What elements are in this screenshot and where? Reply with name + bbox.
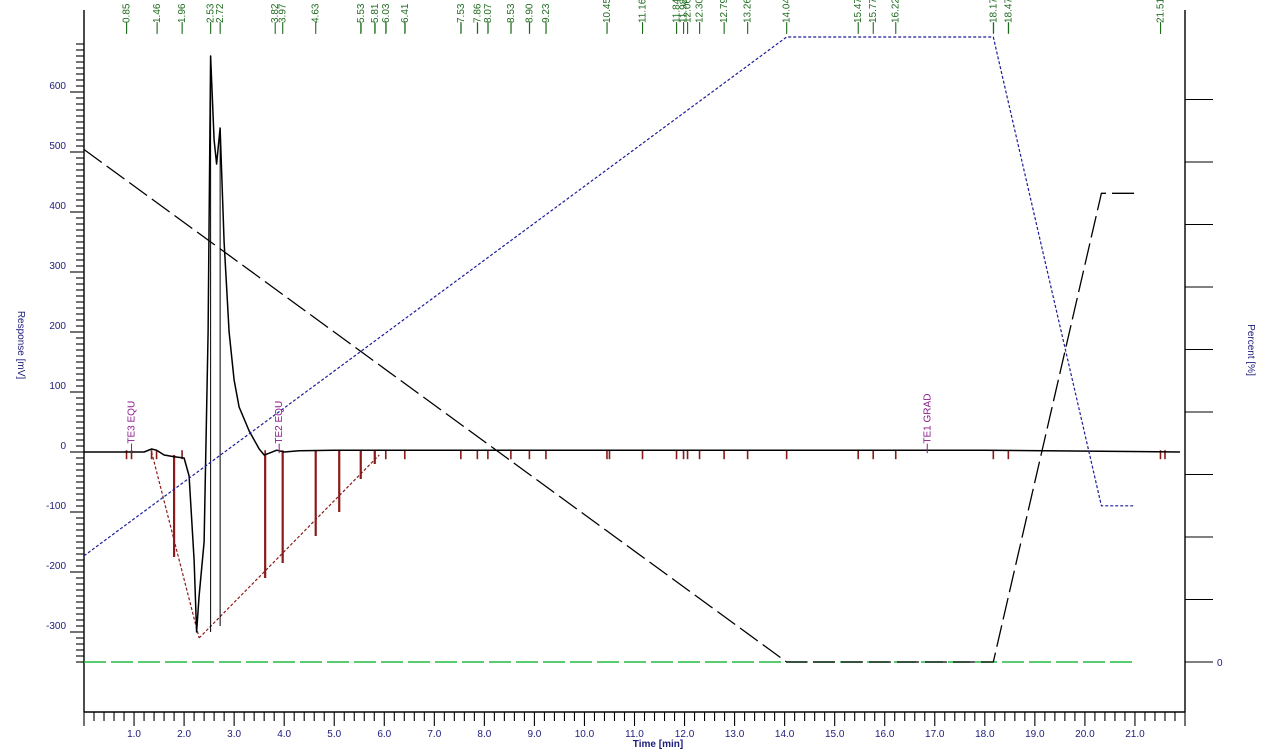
peak-label: —7.86 [472,3,483,33]
x-axis-label: Time [min] [633,739,683,750]
peak-label: —11.84 [672,0,683,33]
peak-label: —3.97 [278,3,289,33]
x-tick-label: 9.0 [527,729,541,740]
event-labels-layer: TE3 EQU TE2 EQU TE1 GRAD [127,394,933,454]
y2-tick-label: 0 [1217,658,1223,669]
peak-label: —0.85 [122,3,133,33]
peak-label: —10.45 [602,0,613,33]
peak-label: —5.81 [370,3,381,33]
x-tick-label: 17.0 [925,729,945,740]
peak-label: —15.77 [868,0,879,33]
y-tick-label: 500 [49,141,66,152]
peak-label: —12.06 [683,0,694,33]
peak-label: —16.22 [891,0,902,33]
x-tick-label: 2.0 [177,729,191,740]
peak-label: —8.53 [506,3,517,33]
peak-label: —6.03 [381,3,392,33]
peak-label: —11.98 [679,0,690,33]
x-tick-label: 13.0 [725,729,745,740]
peak-label: —21.51 [1155,0,1166,33]
x-tick-label: 15.0 [825,729,845,740]
peak-label: —1.96 [177,3,188,33]
integration-baseline-layer [150,451,380,639]
x-tick-label: 16.0 [875,729,895,740]
peak-label: —8.07 [483,3,494,33]
peak-label: —4.63 [311,3,322,33]
x-tick-label: 20.0 [1075,729,1095,740]
y-tick-label: 400 [49,201,66,212]
y-tick-label: -100 [46,501,66,512]
x-tick-label: 1.0 [127,729,141,740]
series-line-2 [83,148,1135,663]
y-tick-label: -300 [46,621,66,632]
peak-label: —12.79 [719,0,730,33]
y-tick-label: -200 [46,561,66,572]
peak-label: —11.16 [638,0,649,33]
peak-labels-layer: —0.85 —1.46 —1.96 —2.53—2.72 —3.82—3.97 —4.63… [122,0,1166,34]
peak-label: —18.47 [1003,0,1014,33]
x-tick-label: 10.0 [575,729,595,740]
event-label: TE2 EQU [274,401,285,444]
event-label: TE1 GRAD [922,394,933,444]
peak-label: —1.46 [152,3,163,33]
peak-label: —15.47 [853,0,864,33]
x-tick-label: 11.0 [625,729,644,740]
x-tick-label: 7.0 [427,729,441,740]
x-tick-label: 4.0 [277,729,291,740]
x-tick-label: 19.0 [1025,729,1045,740]
x-tick-label: 14.0 [775,729,795,740]
x-tick-label: 18.0 [975,729,995,740]
peak-label: —3.82 [270,3,281,33]
x-tick-label: 21.0 [1125,729,1145,740]
peak-label: —9.23 [541,3,552,33]
x-tick-label: 12.0 [675,729,695,740]
peak-label: —2.72 [215,3,226,33]
integration-baseline [198,454,380,639]
x-tick-label: 8.0 [477,729,491,740]
peak-label: —2.53 [206,3,217,33]
peak-label: —14.04 [782,0,793,33]
peak-label: —6.41 [400,3,411,33]
peak-label: —13.26 [743,0,754,33]
peak-label: —8.90 [524,3,535,33]
y-tick-label: 0 [60,441,66,452]
y-tick-label: 600 [49,81,66,92]
x-tick-label: 3.0 [227,729,241,740]
drop-lines-layer [172,56,376,632]
series-line-1 [84,55,1181,633]
series-layer [83,36,1181,663]
axes-layer: -300 -200 -100 0 100 200 300 400 500 600 1.0 2.0 3.0… [46,10,1223,740]
event-label: TE3 EQU [127,401,138,444]
integration-baseline [150,451,200,639]
y-tick-label: 100 [49,381,66,392]
peak-label: —7.53 [456,3,467,33]
x-tick-label: 6.0 [377,729,391,740]
peak-label: —5.53 [356,3,367,33]
y-axis-label: Response [mV] [15,311,26,380]
x-tick-label: 5.0 [327,729,341,740]
y2-axis-label: Percent [%] [1245,324,1256,376]
peak-label: —18.17 [988,0,999,33]
peak-label: —12.30 [695,0,706,33]
series-line-3 [83,36,1135,557]
y-tick-label: 200 [49,321,66,332]
y-tick-label: 300 [49,261,66,272]
